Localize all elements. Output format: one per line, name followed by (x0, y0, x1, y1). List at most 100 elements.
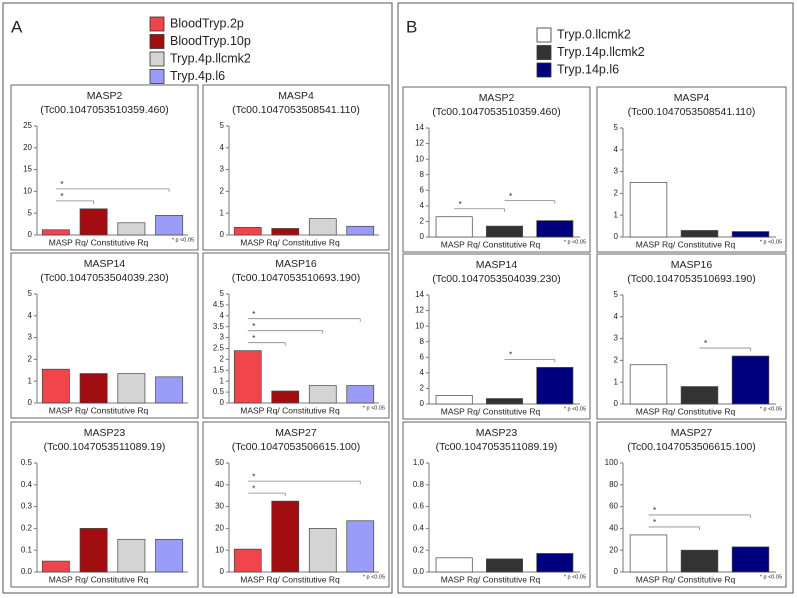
footnote: * p <0.05 (172, 237, 194, 243)
y-tick-label: 1.5 (213, 365, 225, 374)
bar (680, 386, 719, 405)
bar (79, 528, 108, 573)
x-axis-label: MASP Rq/ Constitutive Rq (240, 237, 340, 247)
significance-star: * (653, 506, 656, 515)
y-tick-label: 8 (420, 170, 425, 179)
y-tick-label: 30 (215, 502, 224, 511)
chart-title: MASP2 (479, 92, 515, 104)
footnote: * p <0.05 (564, 406, 586, 412)
bar (731, 546, 770, 573)
bar (117, 222, 146, 236)
significance-star: * (509, 192, 512, 201)
y-tick-label: 0.0 (21, 567, 33, 576)
significance-star: * (252, 322, 255, 331)
y-tick-label: 3 (614, 167, 619, 176)
chart-frame (10, 84, 199, 251)
x-axis-label: MASP Rq/ Constitutive Rq (49, 405, 149, 415)
chart-subtitle: (Tc00.1047053508541.110) (232, 104, 360, 116)
footnote: * p <0.05 (760, 239, 782, 245)
bar (308, 385, 337, 404)
y-tick-label: 1.0 (413, 458, 425, 467)
significance-star: * (252, 310, 255, 319)
bar (680, 230, 719, 238)
x-axis-label: MASP Rq/ Constitutive Rq (636, 406, 736, 416)
y-tick-label: 20 (215, 524, 224, 533)
x-axis-label: MASP Rq/ Constitutive Rq (441, 574, 541, 584)
significance-star: * (252, 472, 255, 481)
legend-swatch (149, 16, 165, 32)
footnote: * p <0.05 (564, 574, 586, 580)
bar (731, 355, 770, 405)
y-tick-label: 2 (614, 189, 619, 198)
bar (233, 548, 262, 573)
y-tick-label: 0.4 (413, 524, 425, 533)
x-axis-label: MASP Rq/ Constitutive Rq (636, 574, 736, 584)
y-tick-label: 1 (220, 208, 225, 217)
y-tick-label: 10 (415, 154, 424, 163)
y-tick-label: 2 (28, 355, 33, 364)
footnote: * p <0.05 (363, 574, 385, 580)
y-tick-label: 0 (420, 232, 425, 241)
chart-subtitle: (Tc00.1047053504039.230) (432, 273, 560, 285)
y-tick-label: 4 (420, 201, 425, 210)
x-axis-label: MASP Rq/ Constitutive Rq (240, 405, 340, 415)
panel-frame (397, 2, 794, 594)
chart-title: MASP23 (84, 427, 126, 439)
y-tick-label: 60 (609, 502, 618, 511)
chart-title: MASP23 (476, 427, 518, 439)
legend-label: Tryp.14p.l6 (557, 62, 619, 76)
chart-subtitle: (Tc00.1047053506615.100) (232, 441, 360, 453)
footnote: * p <0.05 (760, 406, 782, 412)
y-tick-label: 4 (220, 143, 225, 152)
y-tick-label: 2.5 (213, 344, 225, 353)
y-tick-label: 4 (220, 311, 225, 320)
chart-title: MASP16 (275, 258, 317, 270)
panel-label: A (11, 17, 23, 36)
y-tick-label: 4 (420, 368, 425, 377)
bar (233, 227, 262, 236)
y-tick-label: 3 (220, 165, 225, 174)
y-tick-label: 5 (614, 290, 619, 299)
y-tick-label: 20 (23, 143, 32, 152)
y-tick-label: 40 (609, 524, 618, 533)
bar (233, 350, 262, 404)
y-tick-label: 0.6 (413, 502, 425, 511)
chart-subtitle: (Tc00.1047053510359.460) (40, 104, 168, 116)
y-tick-label: 0.8 (413, 480, 425, 489)
y-tick-label: 6 (420, 185, 425, 194)
y-tick-label: 12 (415, 306, 424, 315)
chart-subtitle: (Tc00.1047053506615.100) (627, 441, 755, 453)
chart-title: MASP27 (671, 427, 713, 439)
y-tick-label: 3.5 (213, 322, 225, 331)
y-tick-label: 4 (614, 312, 619, 321)
significance-star: * (60, 180, 63, 189)
bar (271, 228, 300, 236)
chart-frame (402, 86, 591, 253)
significance-star: * (252, 334, 255, 343)
chart-frame (596, 253, 787, 420)
legend-swatch (536, 62, 552, 78)
y-tick-label: 1 (220, 376, 225, 385)
chart-frame (596, 421, 787, 588)
bar (346, 385, 375, 404)
chart-title: MASP27 (275, 427, 317, 439)
legend-label: Tryp.14p.llcmk2 (557, 45, 645, 59)
chart-subtitle: (Tc00.1047053511089.19) (436, 441, 558, 453)
y-tick-label: 14 (415, 123, 424, 132)
legend-swatch (536, 27, 552, 43)
y-tick-label: 5 (28, 289, 33, 298)
y-tick-label: 2 (220, 355, 225, 364)
bar (346, 225, 375, 236)
chart-title: MASP14 (84, 258, 126, 270)
chart-subtitle: (Tc00.1047053510359.460) (432, 106, 560, 118)
chart-frame (402, 421, 591, 588)
chart-frame (10, 421, 199, 588)
chart-title: MASP2 (87, 90, 123, 102)
chart-frame (10, 252, 199, 419)
y-tick-label: 12 (415, 139, 424, 148)
y-tick-label: 3 (220, 333, 225, 342)
y-tick-label: 4 (28, 311, 33, 320)
panel-label: B (406, 17, 417, 36)
chart-frame (202, 84, 390, 251)
y-tick-label: 0.1 (21, 545, 33, 554)
